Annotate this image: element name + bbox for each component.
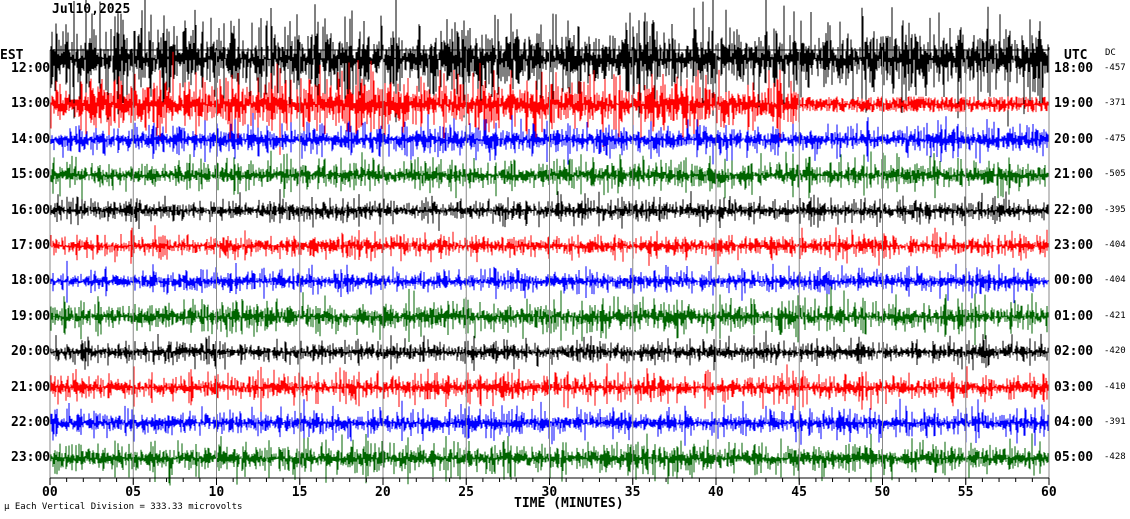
est-hour-label: 12:00: [11, 61, 51, 76]
dc-offset-label: -404: [1104, 240, 1126, 250]
scale-note: µ Each Vertical Division = 333.33 microv…: [4, 502, 242, 512]
dc-offset-label: -428: [1104, 452, 1126, 463]
utc-hour-label: 00:00: [1054, 273, 1094, 289]
x-tick-label: 15: [291, 485, 308, 500]
dc-offset-label: -371: [1104, 98, 1126, 109]
scale-note-text: Each Vertical Division = 333.33 microvol…: [14, 502, 243, 512]
utc-hour-label: 20:00: [1054, 131, 1094, 147]
utc-label: UTC: [1064, 48, 1088, 63]
mu-symbol: µ: [4, 502, 15, 512]
est-hour-label: 21:00: [11, 379, 51, 395]
utc-hour-label: 19:00: [1054, 96, 1094, 112]
x-tick-label: 25: [458, 485, 474, 500]
utc-hour-label: 01:00: [1054, 308, 1094, 324]
est-hour-label: 13:00: [11, 96, 51, 112]
est-hour-label: 19:00: [11, 308, 51, 324]
dc-offset-label: -395: [1104, 204, 1126, 215]
x-tick-label: 40: [708, 485, 724, 500]
x-tick-label: 10: [208, 485, 225, 500]
x-axis-label: TIME (MINUTES): [514, 496, 624, 511]
est-hour-label: 23:00: [11, 450, 51, 466]
utc-hour-label: 23:00: [1054, 238, 1094, 253]
x-tick-label: 05: [125, 485, 141, 500]
utc-hour-label: 22:00: [1054, 202, 1094, 218]
dc-offset-label: -475: [1104, 133, 1126, 144]
est-hour-label: 18:00: [11, 273, 51, 289]
chart-title: Jul10,2025: [52, 2, 131, 17]
dc-offset-label: -505: [1104, 169, 1126, 180]
dc-offset-label: -391: [1104, 417, 1126, 427]
utc-hour-label: 04:00: [1054, 415, 1094, 430]
x-tick-label: 00: [42, 485, 58, 500]
dc-label: DC: [1105, 48, 1116, 58]
est-hour-label: 15:00: [11, 167, 51, 183]
dc-offset-label: -421: [1104, 310, 1126, 321]
x-tick-label: 20: [375, 485, 391, 500]
utc-hour-label: 02:00: [1054, 344, 1094, 360]
utc-hour-label: 05:00: [1054, 450, 1094, 466]
dc-offset-label: -457: [1104, 63, 1126, 73]
est-hour-label: 17:00: [11, 238, 51, 253]
x-tick-label: 50: [874, 485, 891, 500]
dc-offset-label: -420: [1104, 346, 1126, 357]
utc-hour-label: 18:00: [1054, 61, 1094, 76]
est-hour-label: 14:00: [11, 131, 51, 147]
dc-offset-label: -410: [1104, 381, 1126, 392]
x-tick-label: 60: [1041, 485, 1057, 500]
dc-offset-label: -404: [1104, 275, 1126, 286]
est-label: EST: [0, 48, 24, 63]
x-tick-label: 45: [791, 485, 807, 500]
est-hour-label: 22:00: [11, 415, 51, 430]
est-hour-label: 16:00: [11, 202, 51, 218]
x-tick-label: 55: [957, 485, 974, 500]
x-tick-label: 35: [624, 485, 641, 500]
utc-hour-label: 03:00: [1054, 379, 1094, 395]
x-tick-label: 30: [541, 485, 558, 500]
utc-hour-label: 21:00: [1054, 167, 1094, 183]
est-hour-label: 20:00: [11, 344, 51, 360]
